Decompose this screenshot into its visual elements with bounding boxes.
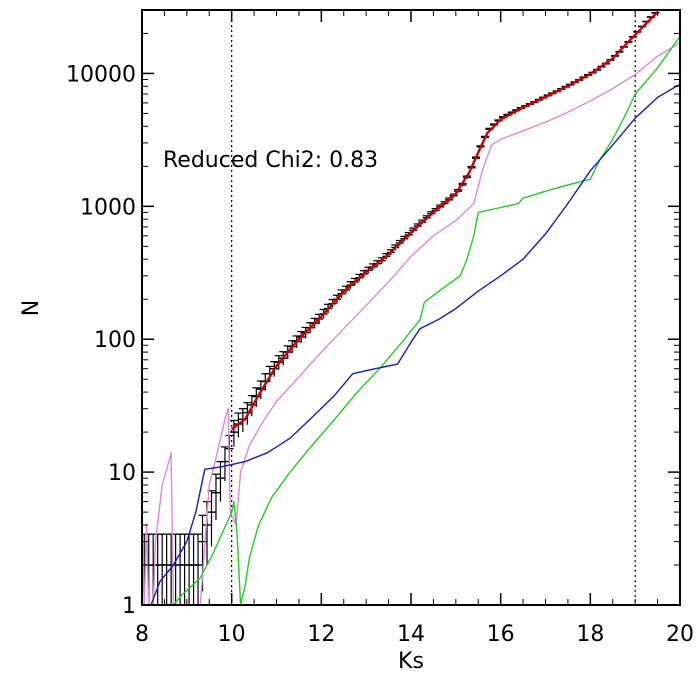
series-line-2 [143,42,680,605]
series-line-3 [172,35,680,605]
series-line-4 [150,83,680,605]
y-tick-label: 100 [94,328,136,353]
series-line-1 [230,11,659,431]
errorbar-point [229,419,238,447]
errorbar-point [149,533,158,605]
x-tick-label: 20 [666,622,694,647]
plot-frame [141,9,681,606]
errorbar-point [162,533,171,605]
reference-lines [231,10,636,605]
x-tick-label: 10 [218,622,246,647]
y-tick-label: 1 [122,594,136,619]
x-tick-label: 14 [397,622,425,647]
y-tick-label: 10000 [66,62,136,87]
x-tick-label: 18 [576,622,604,647]
errorbar-point [167,533,176,605]
y-axis-label: N [19,300,44,316]
x-axis-label: Ks [398,649,424,674]
x-tick-label: 16 [487,622,515,647]
series-layer [142,10,680,605]
errorbar-point [194,533,203,605]
y-tick-label: 1000 [80,195,136,220]
annotation-text: Reduced Chi2: 0.83 [163,148,378,173]
errorbar-point [211,473,220,521]
errorbar-point [220,446,229,482]
axis-ticks: 8 10 12 14 16 18 20 1 10 100 1000 10000 [66,9,694,647]
errorbar-point [158,533,167,605]
y-tick-label: 10 [108,461,136,486]
x-tick-label: 8 [135,622,149,647]
x-tick-label: 12 [307,622,335,647]
